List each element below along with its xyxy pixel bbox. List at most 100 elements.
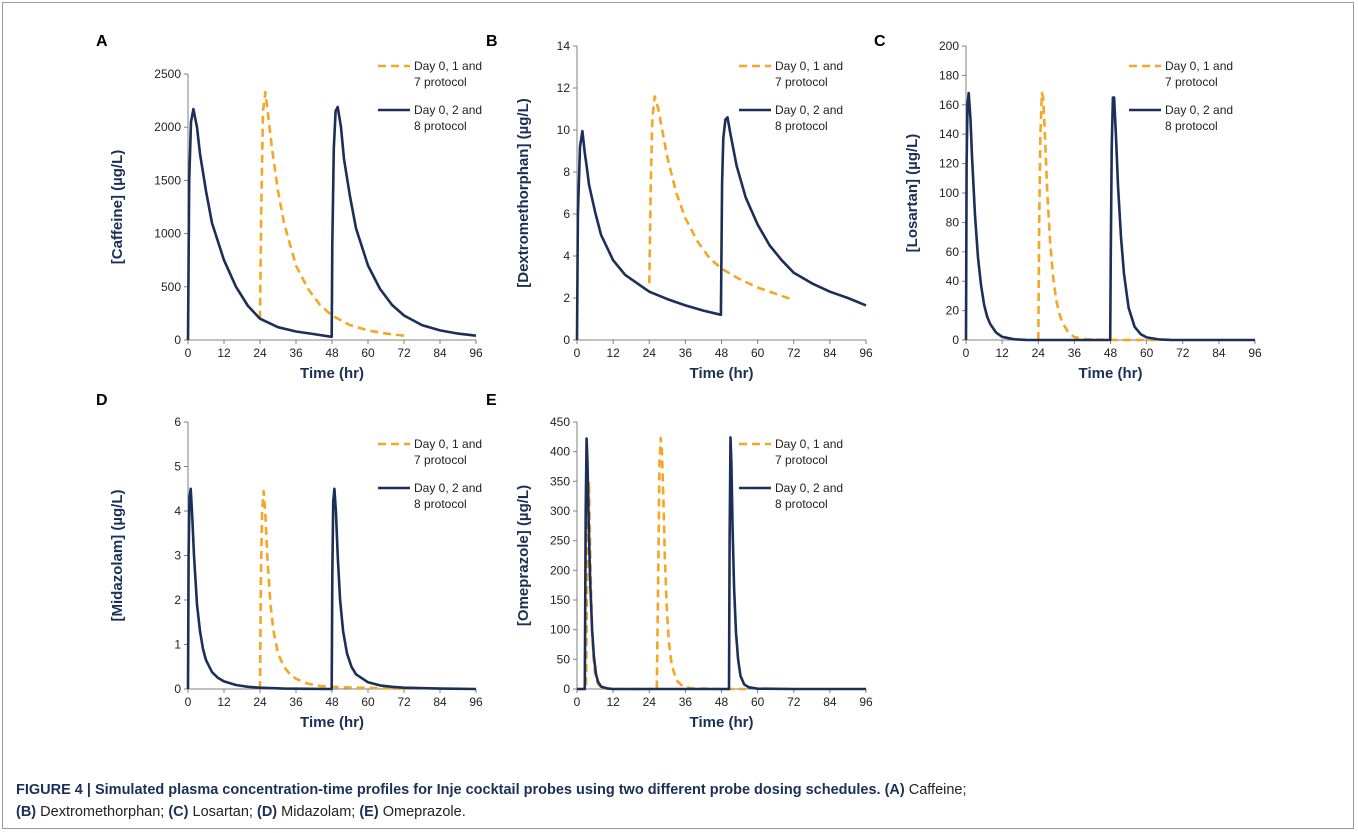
x-tick-label: 12 [995,346,1009,360]
chart-panel-e: E 0 50 100 150 200 250 300 350 400 450 0 12 24 36 48 60 7… [486,392,873,731]
series-line-day-0-2-8 [577,436,866,691]
caption-item-c: (C) Losartan; [168,804,253,820]
y-tick-label: 10 [557,123,571,137]
y-tick-label: 80 [946,215,960,229]
legend-label: Day 0, 1 and [1165,59,1233,73]
panel-letter: A [96,33,108,50]
x-tick-label: 0 [185,695,192,709]
y-tick-label: 40 [946,274,960,288]
y-tick-label: 6 [563,207,570,221]
legend-label: 8 protocol [414,119,467,133]
legend-label: 7 protocol [1165,75,1218,89]
y-tick-label: 250 [550,534,570,548]
y-tick-label: 200 [550,563,570,577]
y-tick-label: 400 [550,445,570,459]
series-line-day-0-2-8 [575,116,867,341]
y-tick-label: 100 [939,186,959,200]
x-tick-label: 0 [185,346,192,360]
panel-letter: C [874,33,886,50]
y-tick-label: 20 [946,304,960,318]
x-tick-label: 84 [1212,346,1226,360]
legend-label: Day 0, 2 and [1165,103,1233,117]
x-tick-label: 84 [433,346,447,360]
x-tick-label: 72 [787,695,801,709]
legend-label: Day 0, 1 and [414,437,482,451]
y-tick-label: 150 [550,593,570,607]
y-tick-label: 0 [563,333,570,347]
legend-label: Day 0, 2 and [775,481,843,495]
caption-title: FIGURE 4 | Simulated plasma concentratio… [16,782,881,798]
y-tick-label: 350 [550,474,570,488]
x-tick-label: 12 [606,346,620,360]
x-tick-label: 96 [469,695,483,709]
x-tick-label: 72 [397,346,411,360]
x-tick-label: 84 [433,695,447,709]
legend-label: 8 protocol [775,497,828,511]
x-axis-title: Time (hr) [300,365,364,382]
y-axis-title: [Omeprazole] (µg/L) [515,485,532,626]
series-line-day-0-1-7 [258,489,405,690]
series-line-day-0-2-8 [186,105,477,341]
x-tick-label: 0 [574,346,581,360]
x-axis-title: Time (hr) [300,714,364,731]
y-tick-label: 50 [557,652,571,666]
x-tick-label: 96 [469,346,483,360]
legend-label: 7 protocol [414,75,467,89]
legend-label: 7 protocol [775,75,828,89]
y-tick-label: 0 [174,682,181,696]
legend-label: Day 0, 2 and [414,481,482,495]
y-tick-label: 5 [174,460,181,474]
x-tick-label: 96 [1248,346,1262,360]
caption-item-d: (D) Midazolam; [257,804,356,820]
x-tick-label: 48 [715,695,729,709]
caption-item-e: (E) Omeprazole. [359,804,466,820]
x-tick-label: 36 [289,695,303,709]
x-tick-label: 24 [643,695,657,709]
y-tick-label: 200 [939,39,959,53]
caption-item-a: (A) Caffeine; [884,782,967,798]
y-tick-label: 1 [174,638,181,652]
x-axis-title: Time (hr) [690,365,754,382]
legend-label: 8 protocol [414,497,467,511]
series-line-day-0-1-7 [258,90,405,337]
y-tick-label: 0 [563,682,570,696]
x-tick-label: 36 [679,695,693,709]
legend-label: Day 0, 1 and [775,59,843,73]
x-tick-label: 24 [253,346,267,360]
y-tick-label: 1000 [154,227,181,241]
x-tick-label: 84 [823,346,837,360]
y-tick-label: 0 [952,333,959,347]
y-tick-label: 450 [550,415,570,429]
panel-letter: B [486,33,498,50]
y-tick-label: 4 [174,504,181,518]
y-tick-label: 180 [939,68,959,82]
x-tick-label: 60 [751,695,765,709]
legend-label: 8 protocol [775,119,828,133]
legend-label: 8 protocol [1165,119,1218,133]
x-tick-label: 0 [574,695,581,709]
legend-label: Day 0, 2 and [414,103,482,117]
x-tick-label: 48 [325,695,339,709]
y-tick-label: 2 [563,291,570,305]
series-line-day-0-2-8 [186,487,477,691]
chart-panel-c: C 0 20 40 60 80 100 120 140 160 180 200 0 12 24 36 48 60 7… [874,33,1262,382]
y-axis-title: [Caffeine] (µg/L) [109,150,126,264]
series-line-day-0-1-7 [577,436,746,691]
x-tick-label: 60 [361,695,375,709]
y-tick-label: 12 [557,81,571,95]
x-tick-label: 96 [859,695,873,709]
x-tick-label: 36 [1068,346,1082,360]
x-tick-label: 36 [679,346,693,360]
x-tick-label: 12 [217,346,231,360]
legend-label: Day 0, 1 and [414,59,482,73]
x-tick-label: 12 [217,695,231,709]
x-tick-label: 48 [1104,346,1118,360]
y-tick-label: 8 [563,165,570,179]
y-axis-title: [Dextromethorphan] (µg/L) [515,98,532,287]
y-tick-label: 160 [939,98,959,112]
x-axis-title: Time (hr) [1079,365,1143,382]
y-tick-label: 1500 [154,173,181,187]
legend-label: Day 0, 1 and [775,437,843,451]
x-tick-label: 72 [397,695,411,709]
